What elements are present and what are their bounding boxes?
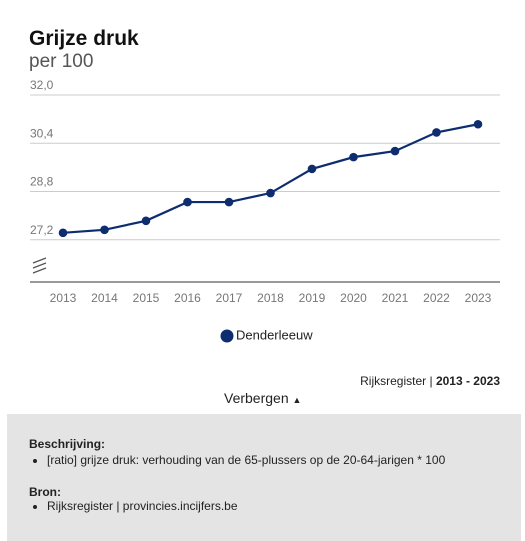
x-tick-label: 2013 bbox=[50, 291, 77, 305]
y-tick-label: 27,2 bbox=[30, 223, 54, 237]
source-name: Rijksregister | bbox=[360, 374, 433, 388]
y-tick-label: 28,8 bbox=[30, 175, 54, 189]
x-tick-label: 2017 bbox=[216, 291, 243, 305]
point bbox=[432, 128, 441, 137]
toggle-button[interactable]: Verbergen ▲ bbox=[224, 390, 302, 406]
source-list: Rijksregister | provincies.incijfers.be bbox=[7, 499, 238, 513]
line bbox=[62, 123, 479, 234]
legend-marker bbox=[220, 329, 234, 343]
period: 2013 - 2023 bbox=[435, 374, 500, 388]
point bbox=[349, 152, 358, 162]
description-panel: Beschrijving: [ratio] grijze druk: verho… bbox=[7, 414, 521, 541]
y-tick-label: 32,0 bbox=[30, 78, 54, 92]
point bbox=[307, 164, 317, 174]
description-heading: Beschrijving: bbox=[29, 437, 106, 451]
point bbox=[390, 146, 400, 156]
x-tick-label: 2022 bbox=[423, 291, 450, 305]
point bbox=[141, 216, 151, 226]
point bbox=[58, 228, 68, 238]
x-tick-label: 2019 bbox=[299, 291, 326, 305]
x-tick-label: 2020 bbox=[340, 291, 367, 305]
chart: 27,2 28,8 30,4 32,0 2013 2014 2015 2016 2017 2018… bbox=[30, 78, 500, 343]
legend-label: Denderleeuw bbox=[236, 327, 313, 342]
x-tick-label: 2015 bbox=[133, 291, 160, 305]
toggle-label[interactable]: Verbergen bbox=[224, 390, 289, 406]
list-item: [ratio] grijze druk: verhouding van de 6… bbox=[47, 453, 445, 467]
point bbox=[224, 197, 234, 207]
point bbox=[266, 188, 275, 198]
x-tick-label: 2018 bbox=[257, 291, 284, 305]
x-tick-label: 2021 bbox=[382, 291, 409, 305]
point bbox=[473, 119, 483, 129]
axis-break bbox=[32, 257, 47, 274]
x-tick-label: 2016 bbox=[174, 291, 201, 305]
point bbox=[183, 197, 192, 207]
source-heading: Bron: bbox=[29, 485, 61, 499]
description-list: [ratio] grijze druk: verhouding van de 6… bbox=[7, 453, 445, 467]
y-tick-label: 30,4 bbox=[30, 126, 54, 140]
x-tick-label: 2014 bbox=[91, 291, 118, 305]
x-tick-label: 2023 bbox=[465, 291, 492, 305]
point bbox=[100, 225, 109, 235]
chart-subtitle: per 100 bbox=[29, 51, 94, 72]
list-item: Rijksregister | provincies.incijfers.be bbox=[47, 499, 238, 513]
source: Rijksregister | 2013 - 2023 bbox=[360, 374, 500, 388]
chart-title: Grijze druk bbox=[29, 27, 139, 50]
